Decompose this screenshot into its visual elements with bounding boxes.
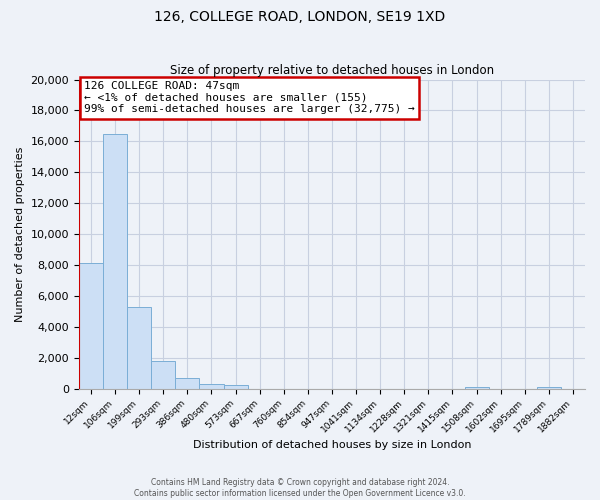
Title: Size of property relative to detached houses in London: Size of property relative to detached ho… [170,64,494,77]
Bar [127,306,151,388]
Bar [464,387,488,388]
Bar [151,361,175,388]
Bar [199,384,224,388]
Bar [224,386,248,388]
Y-axis label: Number of detached properties: Number of detached properties [15,146,25,322]
Text: Contains HM Land Registry data © Crown copyright and database right 2024.
Contai: Contains HM Land Registry data © Crown c… [134,478,466,498]
Bar [537,387,561,388]
Bar [175,378,199,388]
X-axis label: Distribution of detached houses by size in London: Distribution of detached houses by size … [193,440,471,450]
Bar [79,264,103,388]
Text: 126 COLLEGE ROAD: 47sqm
← <1% of detached houses are smaller (155)
99% of semi-d: 126 COLLEGE ROAD: 47sqm ← <1% of detache… [84,81,415,114]
Bar [103,134,127,388]
Text: 126, COLLEGE ROAD, LONDON, SE19 1XD: 126, COLLEGE ROAD, LONDON, SE19 1XD [154,10,446,24]
